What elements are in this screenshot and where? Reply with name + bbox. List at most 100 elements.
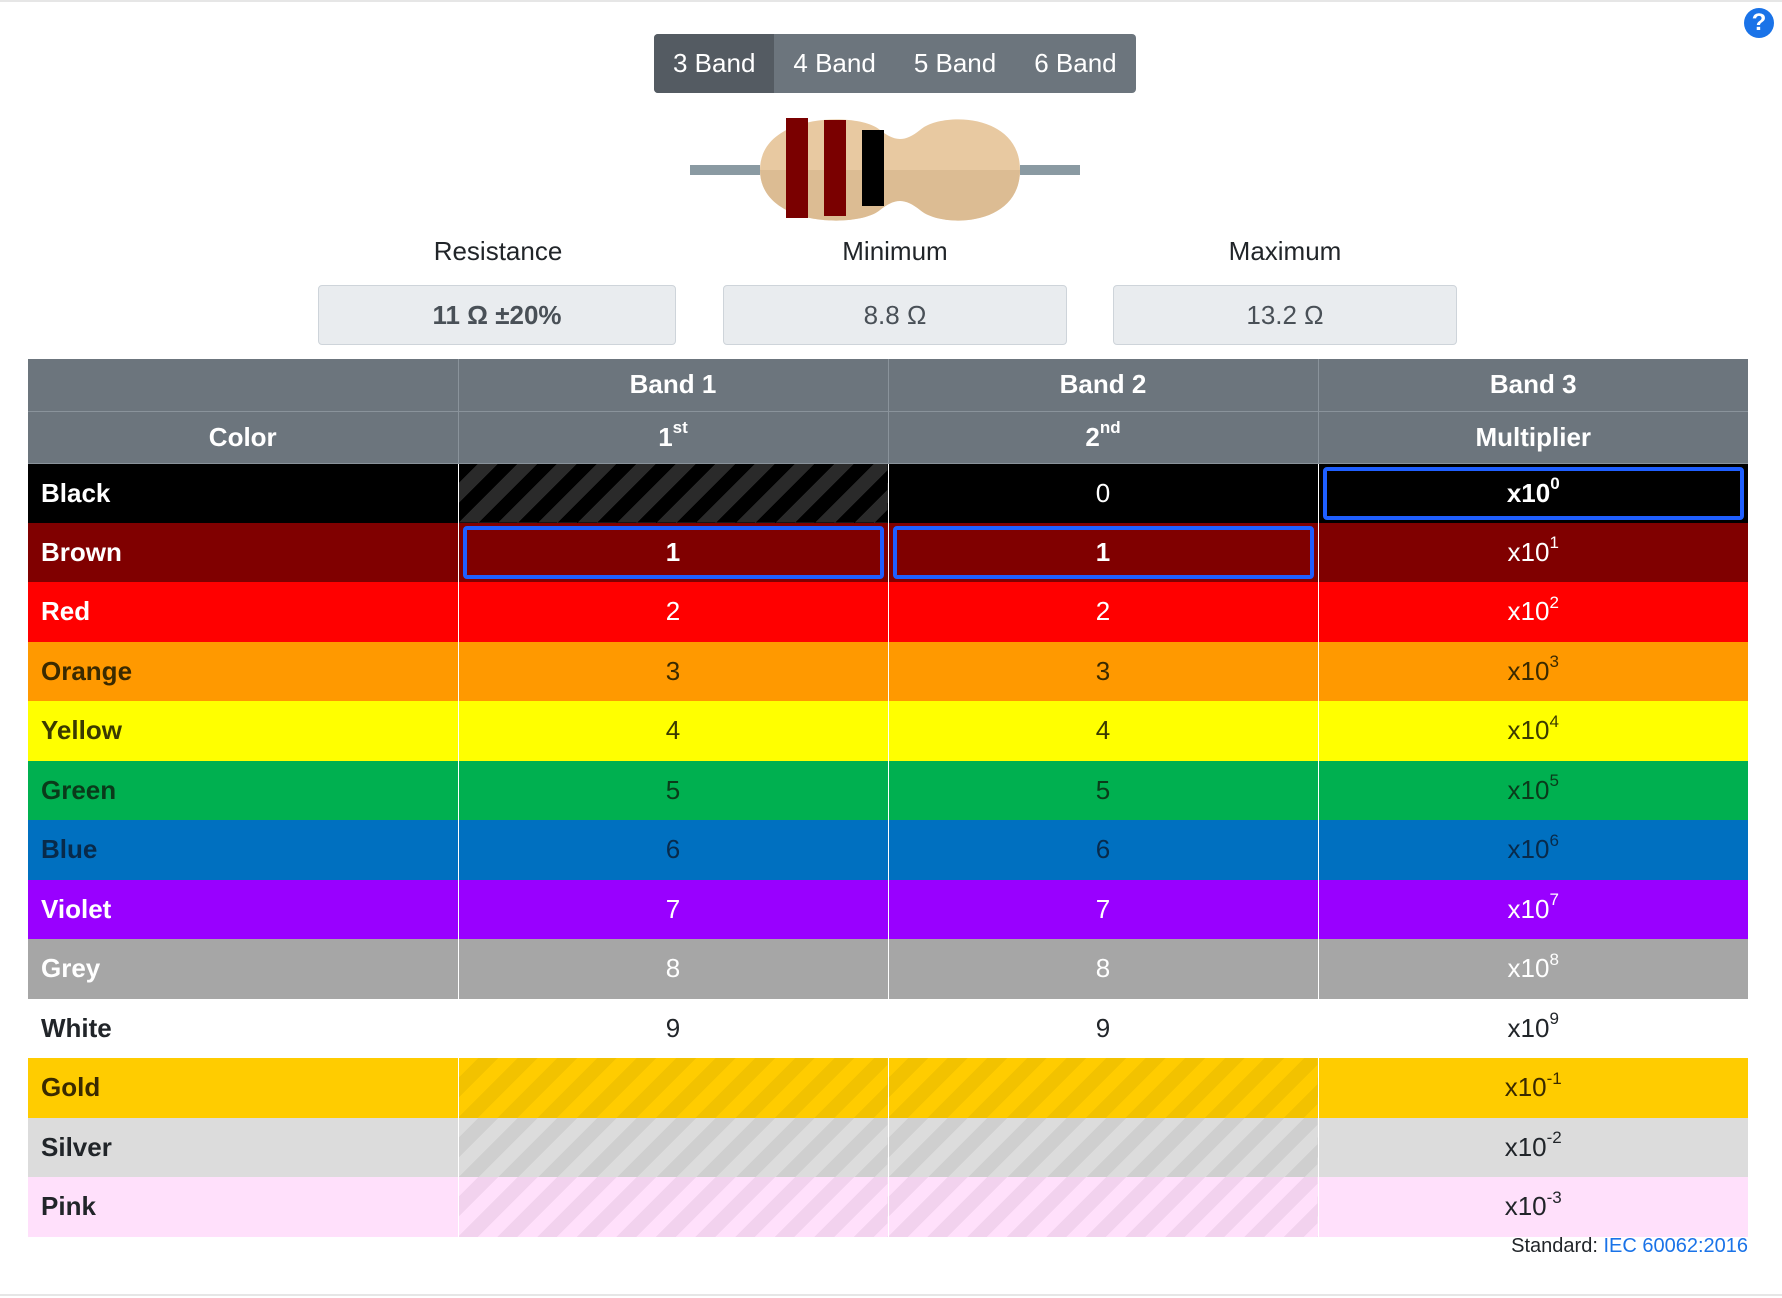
header-row-roles: Color 1st 2nd Multiplier [28, 411, 1748, 464]
header-first-digit-sup: st [672, 417, 688, 437]
color-row-violet: Violet 7 7 x107 [28, 879, 1748, 940]
header-second-digit-main: 2 [1085, 421, 1100, 452]
band3-cell-blue[interactable]: x106 [1318, 820, 1748, 880]
resistance-value: 11 Ω ±20% [318, 285, 676, 345]
band3-cell-orange[interactable]: x103 [1318, 642, 1748, 702]
maximum-value: 13.2 Ω [1113, 285, 1457, 345]
band2-cell-black[interactable]: 0 [888, 463, 1319, 523]
color-name-grey: Grey [28, 939, 459, 999]
header-color: Color [28, 411, 459, 464]
multiplier-base: x10 [1507, 893, 1550, 924]
color-name-violet: Violet [28, 879, 459, 939]
band3-cell-yellow[interactable]: x104 [1318, 701, 1748, 761]
band3-cell-white[interactable]: x109 [1318, 999, 1748, 1059]
band2-cell-white[interactable]: 9 [888, 998, 1319, 1058]
color-row-black: Black 0 x100 [28, 463, 1748, 523]
resistor-band-1 [786, 118, 808, 218]
header-empty [28, 359, 459, 412]
band2-cell-red[interactable]: 2 [888, 582, 1319, 642]
color-name-green: Green [28, 760, 459, 820]
resistance-label: Resistance [433, 236, 563, 266]
multiplier-exponent: 8 [1549, 949, 1559, 969]
color-row-green: Green 5 5 x105 [28, 760, 1748, 821]
band2-cell-violet[interactable]: 7 [888, 879, 1319, 939]
minimum-value: 8.8 Ω [723, 285, 1067, 345]
band2-cell-brown[interactable]: 1 [888, 522, 1319, 582]
color-name-gold: Gold [28, 1058, 459, 1118]
band2-cell-blue[interactable]: 6 [888, 820, 1319, 880]
band2-cell-gold [888, 1058, 1319, 1118]
bottom-divider [0, 1294, 1782, 1296]
multiplier-base: x10 [1507, 953, 1550, 984]
color-name-pink: Pink [28, 1177, 459, 1237]
multiplier-base: x10 [1507, 715, 1550, 746]
band-count-tabs: 3 Band 4 Band 5 Band 6 Band [654, 34, 1136, 93]
band1-cell-green[interactable]: 5 [458, 760, 889, 820]
band2-cell-pink [888, 1177, 1319, 1237]
band1-cell-white[interactable]: 9 [458, 998, 889, 1058]
band2-cell-grey[interactable]: 8 [888, 939, 1319, 999]
multiplier-base: x10 [1504, 1131, 1547, 1162]
color-name-yellow: Yellow [28, 701, 459, 761]
band1-cell-orange[interactable]: 3 [458, 641, 889, 701]
band3-cell-brown[interactable]: x101 [1318, 523, 1748, 583]
band2-cell-orange[interactable]: 3 [888, 641, 1319, 701]
band3-cell-black[interactable]: x100 [1318, 463, 1748, 523]
multiplier-base: x10 [1506, 477, 1551, 508]
help-icon[interactable]: ? [1744, 8, 1774, 38]
header-second-digit-sup: nd [1099, 417, 1121, 437]
color-name-brown: Brown [28, 522, 459, 582]
band1-cell-yellow[interactable]: 4 [458, 701, 889, 761]
band3-cell-grey[interactable]: x108 [1318, 939, 1748, 999]
minimum-label: Minimum [842, 236, 948, 266]
multiplier-base: x10 [1504, 1191, 1547, 1222]
standard-note: Standard: IEC 60062:2016 [1511, 1235, 1748, 1258]
band3-cell-green[interactable]: x105 [1318, 761, 1748, 821]
band3-cell-pink[interactable]: x10-3 [1318, 1177, 1748, 1237]
multiplier-exponent: 5 [1549, 771, 1559, 791]
band1-cell-red[interactable]: 2 [458, 582, 889, 642]
tab-5-band[interactable]: 5 Band [913, 48, 997, 78]
color-row-white: White 9 9 x109 [28, 998, 1748, 1059]
top-divider [0, 0, 1782, 2]
band1-cell-brown[interactable]: 1 [458, 522, 889, 582]
color-row-silver: Silver x10-2 [28, 1117, 1748, 1178]
band3-cell-violet[interactable]: x107 [1318, 880, 1748, 940]
band3-cell-silver[interactable]: x10-2 [1318, 1118, 1748, 1178]
multiplier-exponent: 2 [1549, 592, 1559, 612]
band1-cell-blue[interactable]: 6 [458, 820, 889, 880]
multiplier-exponent: 3 [1549, 652, 1559, 672]
band3-cell-gold[interactable]: x10-1 [1318, 1058, 1748, 1118]
tab-6-band[interactable]: 6 Band [1034, 48, 1117, 78]
multiplier-base: x10 [1507, 834, 1550, 865]
standard-link[interactable]: IEC 60062:2016 [1603, 1235, 1748, 1257]
color-row-yellow: Yellow 4 4 x104 [28, 701, 1748, 761]
color-row-blue: Blue 6 6 x106 [28, 820, 1748, 880]
multiplier-exponent: 6 [1549, 830, 1559, 850]
header-first-digit: 1st [458, 411, 889, 464]
color-row-grey: Grey 8 8 x108 [28, 939, 1748, 999]
multiplier-base: x10 [1507, 655, 1550, 686]
band3-cell-red[interactable]: x102 [1318, 582, 1748, 642]
color-name-silver: Silver [28, 1117, 459, 1177]
header-row-bands: Band 1 Band 2 Band 3 [28, 359, 1748, 412]
tab-3-band[interactable]: 3 Band [654, 34, 775, 93]
resistor-band-3 [862, 130, 884, 206]
band2-cell-green[interactable]: 5 [888, 760, 1319, 820]
band1-cell-violet[interactable]: 7 [458, 879, 889, 939]
standard-label: Standard: [1511, 1235, 1598, 1257]
multiplier-base: x10 [1507, 1012, 1550, 1043]
color-row-brown: Brown 1 1 x101 [28, 522, 1748, 583]
resistor-band-2 [824, 120, 846, 216]
multiplier-exponent: 9 [1549, 1009, 1559, 1029]
band1-cell-grey[interactable]: 8 [458, 939, 889, 999]
header-band-3: Band 3 [1318, 359, 1748, 412]
multiplier-base: x10 [1504, 1072, 1547, 1103]
color-name-black: Black [28, 463, 459, 523]
tab-4-band[interactable]: 4 Band [793, 48, 876, 78]
resistor-lead-right [1020, 165, 1080, 175]
multiplier-base: x10 [1507, 596, 1550, 627]
band2-cell-yellow[interactable]: 4 [888, 701, 1319, 761]
maximum-label: Maximum [1228, 236, 1342, 266]
multiplier-exponent: 0 [1550, 473, 1560, 493]
